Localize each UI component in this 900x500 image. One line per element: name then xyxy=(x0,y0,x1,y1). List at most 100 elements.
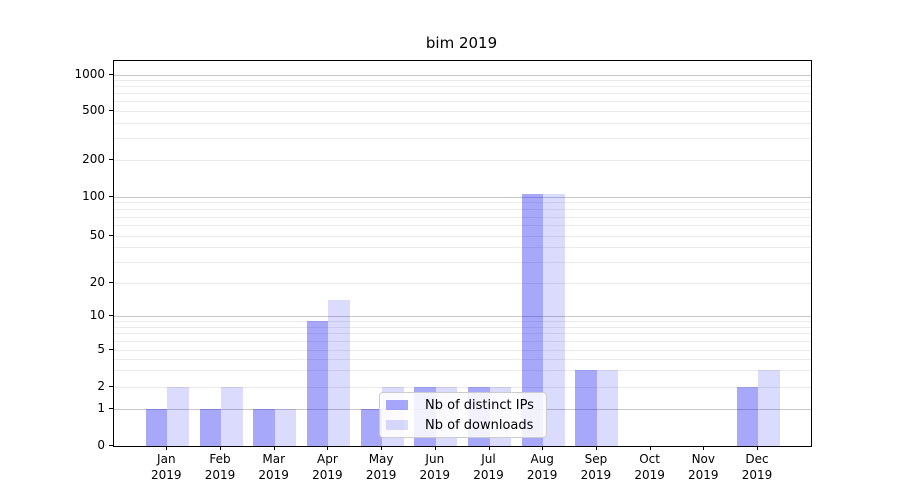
gridline-y-20 xyxy=(114,283,811,284)
x-tick-mark-apr xyxy=(327,446,329,450)
gridline-y-600 xyxy=(114,101,811,103)
x-tick-month: Jul xyxy=(481,452,496,466)
gridline-y-4 xyxy=(114,358,811,360)
y-tick-label-0: 0 xyxy=(97,437,105,452)
y-tick-mark-10 xyxy=(109,315,113,316)
bar-downloads-aug xyxy=(543,193,565,446)
y-tick-label-1: 1 xyxy=(97,401,105,415)
chart-title: bim 2019 xyxy=(425,34,498,52)
x-tick-month: Aug xyxy=(530,452,554,466)
x-tick-year: 2019 xyxy=(688,468,719,482)
x-tick-year: 2019 xyxy=(258,468,289,482)
gridline-y-40 xyxy=(114,247,811,249)
y-tick-mark-200 xyxy=(109,159,113,160)
gridline-y-2 xyxy=(114,387,811,388)
x-tick-month: Sep xyxy=(584,452,608,466)
bar-downloads-apr xyxy=(328,299,350,446)
y-tick-label-10: 10 xyxy=(89,308,105,322)
x-tick-year: 2019 xyxy=(204,468,236,482)
plot-area: Nb of distinct IPs Nb of downloads xyxy=(113,60,812,447)
x-tick-label-jan: Jan 2019 xyxy=(136,451,196,483)
x-tick-year: 2019 xyxy=(419,468,451,482)
x-tick-mark-nov xyxy=(703,446,705,450)
gridline-y-50 xyxy=(114,235,811,237)
x-tick-year: 2019 xyxy=(312,468,343,482)
bar-downloads-mar xyxy=(274,409,297,446)
x-tick-label-oct: Oct 2019 xyxy=(620,451,680,483)
gridline-y-7 xyxy=(114,333,811,335)
bar-distinct-ips-jan xyxy=(145,409,168,446)
legend-swatch-downloads-icon xyxy=(386,420,408,430)
gridline-y-6 xyxy=(114,340,811,342)
x-tick-label-nov: Nov 2019 xyxy=(673,451,733,483)
y-tick-mark-0 xyxy=(109,444,113,446)
y-tick-mark-1 xyxy=(109,408,113,409)
bar-downloads-dec xyxy=(758,370,780,446)
x-tick-label-jul: Jul 2019 xyxy=(459,451,519,483)
x-tick-label-mar: Mar 2019 xyxy=(244,451,304,483)
y-tick-label-1000: 1000 xyxy=(74,66,105,81)
gridline-y-70 xyxy=(114,216,811,218)
gridline-y-9 xyxy=(114,321,811,323)
y-tick-label-200: 200 xyxy=(82,152,105,166)
bar-distinct-ips-may xyxy=(360,409,383,446)
x-tick-year: 2019 xyxy=(365,468,397,482)
y-tick-label-100: 100 xyxy=(82,188,105,203)
gridline-y-3 xyxy=(114,370,811,372)
x-tick-label-feb: Feb 2019 xyxy=(190,451,250,483)
gridline-y-30 xyxy=(114,261,811,263)
legend-swatch-distinct-ips-icon xyxy=(386,400,408,410)
gridline-y-500 xyxy=(114,111,811,112)
gridline-y-1000 xyxy=(114,74,811,76)
x-tick-month: Dec xyxy=(745,452,769,466)
gridline-y-10 xyxy=(114,316,811,317)
bar-downloads-feb xyxy=(221,387,243,446)
gridline-y-400 xyxy=(114,122,811,124)
bar-downloads-jan xyxy=(167,387,189,446)
bar-downloads-sep xyxy=(596,370,619,446)
x-tick-label-sep: Sep 2019 xyxy=(566,451,626,483)
legend-label-distinct-ips: Nb of distinct IPs xyxy=(425,397,534,413)
bar-distinct-ips-mar xyxy=(253,409,275,446)
gridline-y-200 xyxy=(114,160,811,161)
gridline-y-700 xyxy=(114,93,811,95)
x-tick-mark-oct xyxy=(649,446,651,450)
gridline-y-900 xyxy=(114,80,811,82)
y-tick-mark-2 xyxy=(109,386,113,387)
gridline-y-80 xyxy=(114,209,811,211)
gridline-y-5 xyxy=(114,349,811,351)
y-tick-mark-5 xyxy=(109,348,113,350)
legend-label-downloads: Nb of downloads xyxy=(425,417,534,433)
x-tick-month: Feb xyxy=(209,452,231,466)
gridline-y-90 xyxy=(114,202,811,204)
x-tick-month: Jan xyxy=(157,452,176,466)
gridline-y-800 xyxy=(114,86,811,88)
legend-item-distinct-ips: Nb of distinct IPs xyxy=(386,398,538,413)
x-tick-mark-jul xyxy=(488,446,490,450)
gridline-y-300 xyxy=(114,138,811,140)
x-tick-year: 2019 xyxy=(526,468,558,482)
bar-distinct-ips-sep xyxy=(575,370,597,446)
x-tick-mark-dec xyxy=(757,446,758,450)
y-tick-label-2: 2 xyxy=(97,379,105,393)
gridline-y-8 xyxy=(114,326,811,328)
x-tick-year: 2019 xyxy=(634,468,665,482)
x-tick-year: 2019 xyxy=(473,468,504,482)
legend: Nb of distinct IPs Nb of downloads xyxy=(379,392,547,438)
bar-distinct-ips-apr xyxy=(306,321,329,446)
y-tick-label-500: 500 xyxy=(82,103,105,117)
bar-distinct-ips-feb xyxy=(199,409,221,446)
x-tick-month: Nov xyxy=(691,452,715,466)
y-tick-label-20: 20 xyxy=(89,275,105,289)
bar-distinct-ips-aug xyxy=(521,193,544,446)
x-tick-mark-aug xyxy=(542,446,544,450)
x-tick-year: 2019 xyxy=(741,468,773,482)
y-tick-label-50: 50 xyxy=(89,227,105,242)
x-tick-mark-mar xyxy=(273,446,275,450)
x-tick-month: Mar xyxy=(262,452,285,466)
x-tick-label-apr: Apr 2019 xyxy=(297,451,357,483)
y-tick-mark-50 xyxy=(109,234,113,236)
y-tick-mark-500 xyxy=(109,110,113,111)
x-tick-mark-may xyxy=(381,446,383,450)
